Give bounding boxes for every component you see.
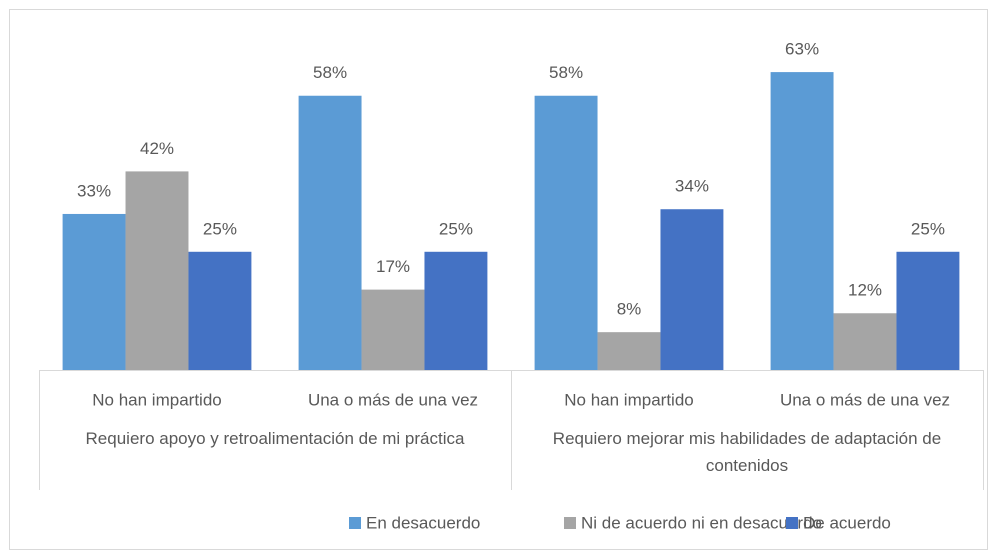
bar xyxy=(770,72,834,370)
data-label: 58% xyxy=(549,63,583,82)
data-label: 8% xyxy=(617,300,642,319)
data-label: 12% xyxy=(848,281,882,300)
x-tick-label: No han impartido xyxy=(92,390,221,409)
bar xyxy=(534,95,598,370)
x-tick-label: Una o más de una vez xyxy=(308,390,478,409)
bar xyxy=(833,313,897,370)
bar xyxy=(298,95,362,370)
legend-swatch xyxy=(349,517,361,529)
group-label: Requiero mejorar mis habilidades de adap… xyxy=(552,429,942,475)
legend-label: En desacuerdo xyxy=(366,513,480,532)
x-tick-label: Una o más de una vez xyxy=(780,390,950,409)
legend-label: Ni de acuerdo ni en desacuerdo xyxy=(581,513,822,532)
bar xyxy=(361,289,425,370)
data-label: 25% xyxy=(911,219,945,238)
bar xyxy=(597,332,661,370)
group-label: Requiero apoyo y retroalimentación de mi… xyxy=(85,429,465,448)
data-label: 25% xyxy=(203,219,237,238)
legend-swatch xyxy=(786,517,798,529)
bar xyxy=(188,251,252,370)
data-label: 17% xyxy=(376,257,410,276)
legend-label: De acuerdo xyxy=(803,513,891,532)
x-tick-label: No han impartido xyxy=(564,390,693,409)
data-label: 42% xyxy=(140,139,174,158)
data-label: 63% xyxy=(785,40,819,59)
bar xyxy=(896,251,960,370)
data-label: 58% xyxy=(313,63,347,82)
data-label: 25% xyxy=(439,219,473,238)
bar xyxy=(62,213,126,370)
legend-swatch xyxy=(564,517,576,529)
chart-border xyxy=(9,9,988,550)
data-label: 34% xyxy=(675,177,709,196)
bar xyxy=(660,209,724,370)
bar xyxy=(125,171,189,370)
bar xyxy=(424,251,488,370)
data-label: 33% xyxy=(77,181,111,200)
